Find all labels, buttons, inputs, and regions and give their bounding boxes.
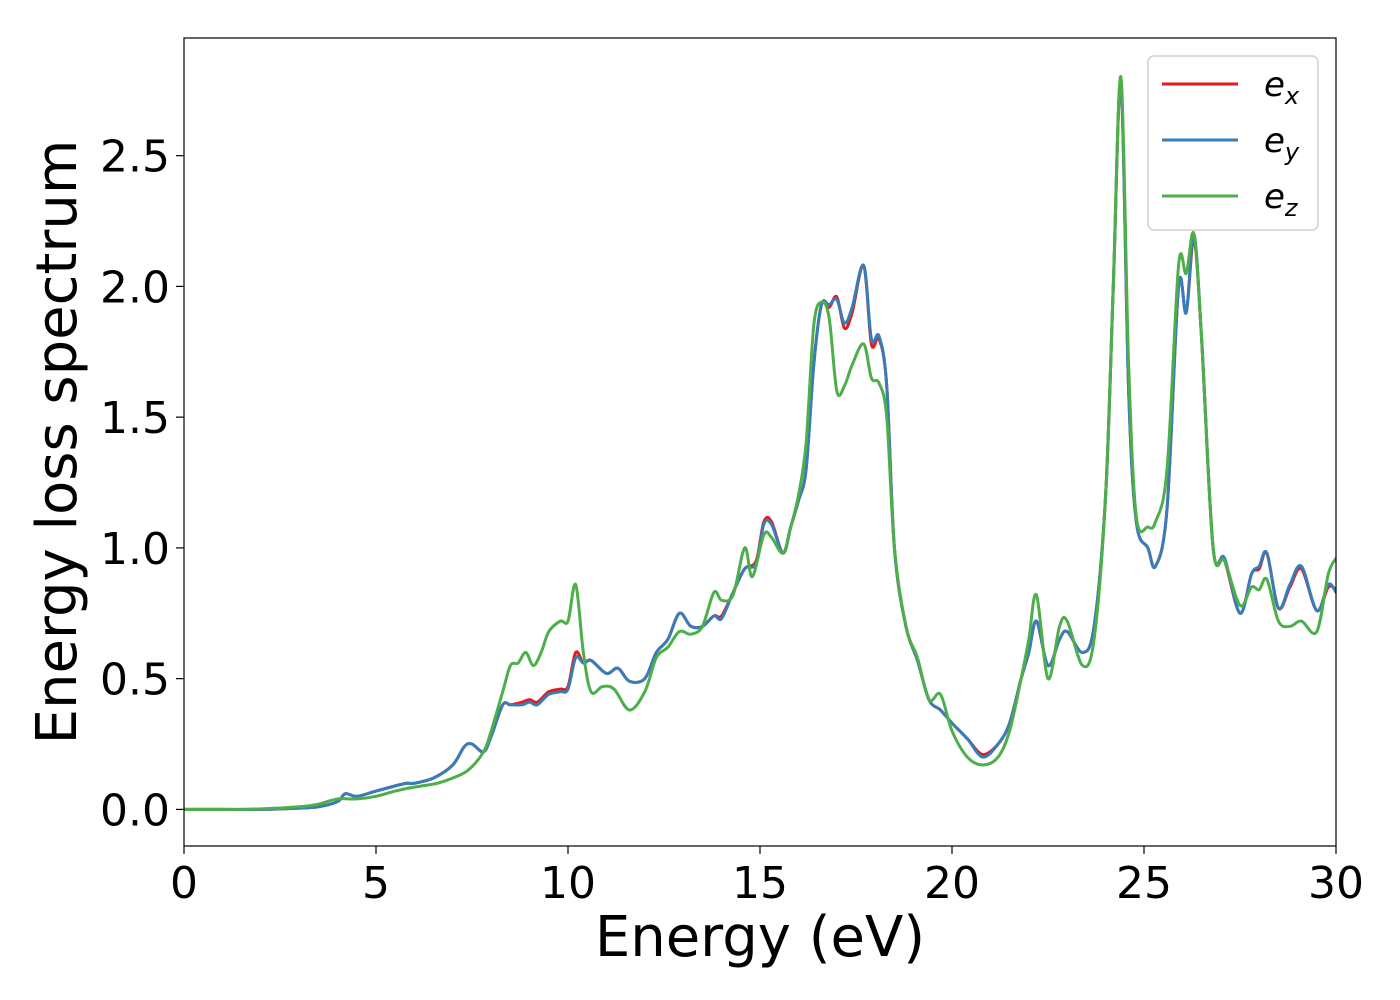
x-tick-label: 0 xyxy=(170,858,198,909)
y-axis: 0.0 0.5 1.0 1.5 2.0 2.5 xyxy=(100,132,184,836)
legend-label-x: ex xyxy=(1264,65,1300,110)
series-line-y xyxy=(184,79,1336,811)
x-tick-label: 25 xyxy=(1116,858,1172,909)
series-layer xyxy=(184,75,1336,811)
y-tick-label: 1.5 xyxy=(100,393,170,444)
y-tick-label: 2.0 xyxy=(100,262,170,313)
y-axis-label: Energy loss spectrum xyxy=(25,140,90,745)
legend-label-z: ez xyxy=(1264,177,1299,222)
legend-label-y: ey xyxy=(1264,121,1300,166)
legend: ex ey ez xyxy=(1147,55,1319,231)
x-tick-label: 5 xyxy=(362,858,390,909)
x-tick-label: 10 xyxy=(540,858,596,909)
x-axis: 0 5 10 15 20 25 30 xyxy=(170,846,1364,909)
x-tick-label: 30 xyxy=(1308,858,1364,909)
series-line-z xyxy=(184,75,1336,811)
y-tick-label: 0.5 xyxy=(100,655,170,706)
y-tick-label: 0.0 xyxy=(100,785,170,836)
x-tick-label: 15 xyxy=(732,858,788,909)
x-tick-label: 20 xyxy=(924,858,980,909)
y-tick-label: 1.0 xyxy=(100,524,170,575)
x-axis-label: Energy (eV) xyxy=(595,905,925,970)
legend-box xyxy=(1147,55,1319,231)
y-tick-label: 2.5 xyxy=(100,132,170,183)
